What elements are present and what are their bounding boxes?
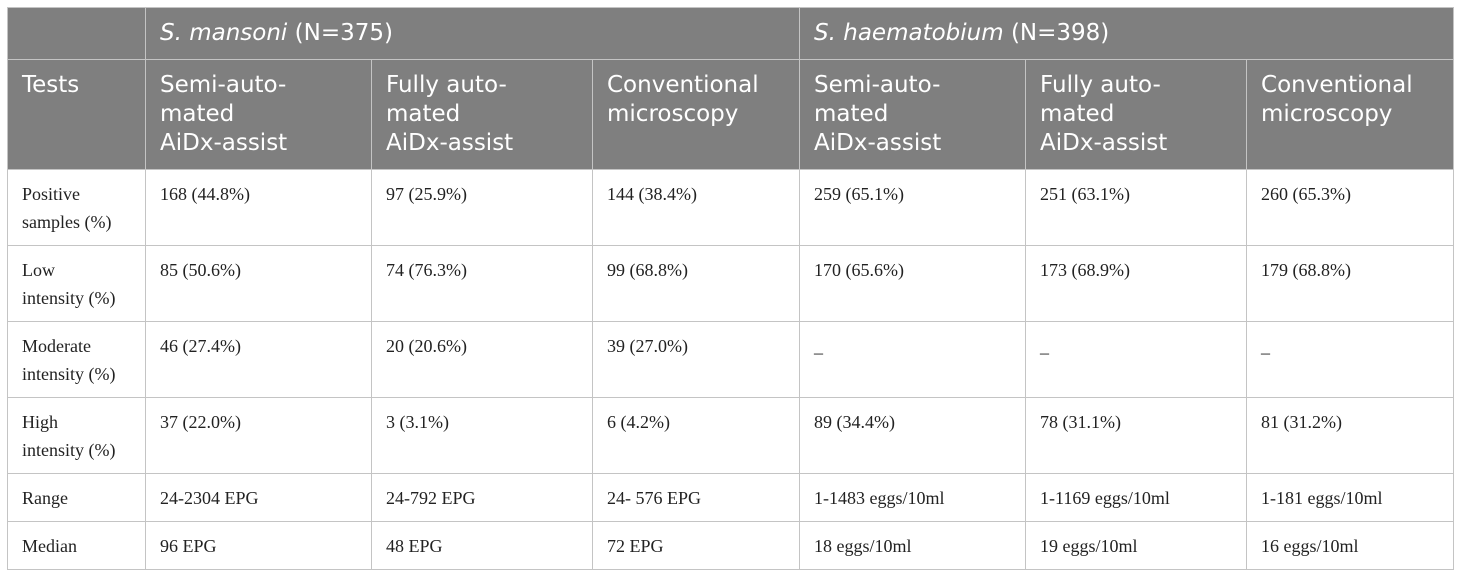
- sample-count: (N=375): [287, 20, 393, 46]
- table-row: Low intensity (%) 85 (50.6%) 74 (76.3%) 99 (…: [7, 245, 1455, 322]
- row-label: Low intensity (%): [7, 245, 146, 322]
- column-header: Semi-auto-mated AiDx-assist: [799, 59, 1027, 170]
- table-cell: _: [1025, 321, 1248, 398]
- species-header-haematobium: S. haematobium (N=398): [799, 7, 1455, 60]
- species-name: S. haematobium: [814, 20, 1004, 46]
- species-header-row: S. mansoni (N=375) S. haematobium (N=398…: [7, 7, 1455, 60]
- table-body: Positive samples (%) 168 (44.8%) 97 (25.9%)…: [7, 169, 1455, 570]
- table-cell: 173 (68.9%): [1025, 245, 1248, 322]
- table-cell: 19 eggs/10ml: [1025, 521, 1248, 570]
- table-row: Moderate intensity (%) 46 (27.4%) 20 (20.6%…: [7, 321, 1455, 398]
- table-cell: 1-181 eggs/10ml: [1246, 473, 1455, 522]
- table-row: Positive samples (%) 168 (44.8%) 97 (25.9%)…: [7, 169, 1455, 246]
- column-header: Semi-auto-mated AiDx-assist: [145, 59, 372, 170]
- table-cell: 97 (25.9%): [371, 169, 593, 246]
- table-cell: 81 (31.2%): [1246, 397, 1455, 474]
- column-header: Conventional microscopy: [1246, 59, 1455, 170]
- table-row: Range 24-2304 EPG 24-792 EPG 24- 576 EPG 1-1…: [7, 473, 1455, 522]
- species-name: S. mansoni: [160, 20, 288, 46]
- table-cell: 99 (68.8%): [591, 245, 801, 322]
- table-cell: 1-1169 eggs/10ml: [1025, 473, 1248, 522]
- species-header-mansoni: S. mansoni (N=375): [144, 7, 801, 60]
- table-cell: 20 (20.6%): [371, 321, 593, 398]
- table-cell: 46 (27.4%): [145, 321, 372, 398]
- table-cell: 24-2304 EPG: [145, 473, 372, 522]
- row-label: High intensity (%): [7, 397, 146, 474]
- table-cell: 3 (3.1%): [371, 397, 593, 474]
- table-cell: 1-1483 eggs/10ml: [799, 473, 1027, 522]
- results-table: S. mansoni (N=375) S. haematobium (N=398…: [7, 7, 1455, 570]
- column-header: Fully auto-mated AiDx-assist: [371, 59, 593, 170]
- table-cell: 72 EPG: [591, 521, 801, 570]
- table-cell: 96 EPG: [145, 521, 372, 570]
- column-header: Tests: [7, 59, 146, 170]
- table-cell: _: [799, 321, 1027, 398]
- table-row: High intensity (%) 37 (22.0%) 3 (3.1%) 6 (4.…: [7, 397, 1455, 474]
- table-cell: 74 (76.3%): [371, 245, 593, 322]
- row-label: Median: [7, 521, 146, 570]
- table-cell: 168 (44.8%): [145, 169, 372, 246]
- table-cell: 24- 576 EPG: [591, 473, 801, 522]
- row-label: Moderate intensity (%): [7, 321, 146, 398]
- table-cell: 179 (68.8%): [1246, 245, 1455, 322]
- table-cell: 85 (50.6%): [145, 245, 372, 322]
- table-cell: 259 (65.1%): [799, 169, 1027, 246]
- table-cell: 6 (4.2%): [591, 397, 801, 474]
- table-cell: 39 (27.0%): [591, 321, 801, 398]
- table-cell: 18 eggs/10ml: [799, 521, 1027, 570]
- table-cell: 144 (38.4%): [591, 169, 801, 246]
- table-cell: 170 (65.6%): [799, 245, 1027, 322]
- table-cell: _: [1246, 321, 1455, 398]
- sample-count: (N=398): [1003, 20, 1110, 46]
- table-cell: 251 (63.1%): [1025, 169, 1248, 246]
- table-cell: 260 (65.3%): [1246, 169, 1455, 246]
- table-cell: 48 EPG: [371, 521, 593, 570]
- table-row: Median 96 EPG 48 EPG 72 EPG 18 eggs/10ml 19 e…: [7, 521, 1455, 570]
- row-label: Range: [7, 473, 146, 522]
- empty-corner-cell: [7, 7, 146, 60]
- row-label: Positive samples (%): [7, 169, 146, 246]
- table-cell: 78 (31.1%): [1025, 397, 1248, 474]
- table-cell: 89 (34.4%): [799, 397, 1027, 474]
- column-header: Conventional microscopy: [591, 59, 801, 170]
- table-header: S. mansoni (N=375) S. haematobium (N=398…: [7, 7, 1455, 170]
- column-header: Fully auto-mated AiDx-assist: [1025, 59, 1248, 170]
- table-cell: 24-792 EPG: [371, 473, 593, 522]
- table-cell: 37 (22.0%): [145, 397, 372, 474]
- column-header-row: Tests Semi-auto-mated AiDx-assist Fully a…: [7, 59, 1455, 170]
- table-cell: 16 eggs/10ml: [1246, 521, 1455, 570]
